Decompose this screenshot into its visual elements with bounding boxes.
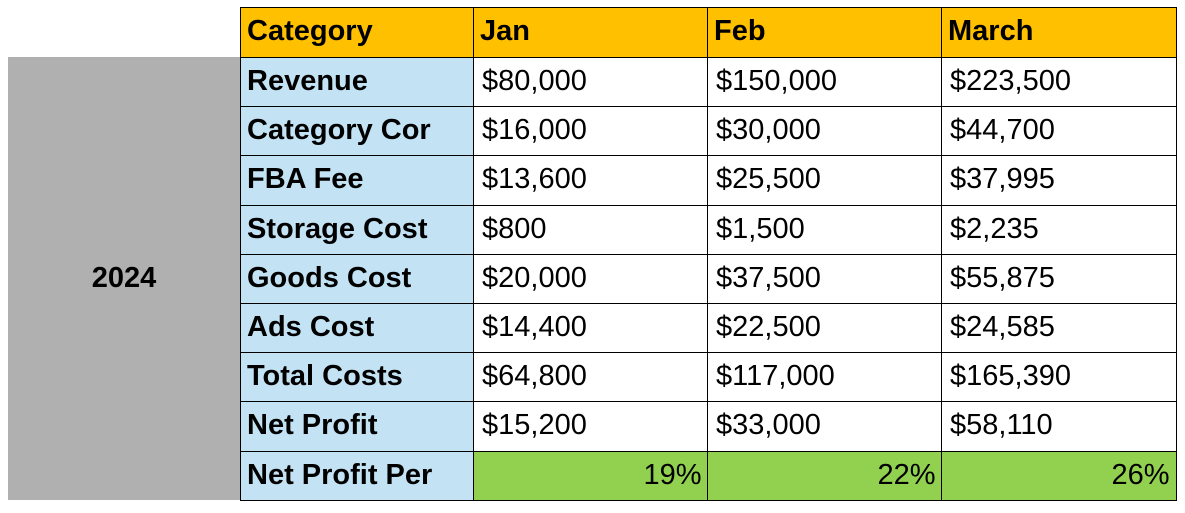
value-cell: $800	[473, 204, 709, 256]
value-cell: $58,110	[941, 401, 1177, 453]
value-cell: $33,000	[707, 401, 943, 453]
row-label: Net Profit Per	[240, 450, 475, 502]
value-cell: $64,800	[473, 352, 709, 403]
row-label: Net Profit	[240, 401, 475, 453]
value-cell: $13,600	[473, 155, 709, 207]
value-cell: $44,700	[941, 106, 1177, 157]
row-label: Category Cor	[240, 106, 475, 157]
value-cell: 19%	[473, 450, 709, 502]
value-cell: $1,500	[707, 204, 943, 256]
row-label: Revenue	[240, 57, 475, 108]
header-cell: Feb	[707, 7, 943, 59]
value-cell: $30,000	[707, 106, 943, 157]
value-cell: $14,400	[473, 303, 709, 354]
value-cell: $117,000	[707, 352, 943, 403]
row-label: Total Costs	[240, 352, 475, 403]
value-cell: $165,390	[941, 352, 1177, 403]
row-label: FBA Fee	[240, 155, 475, 207]
row-label: Storage Cost	[240, 204, 475, 256]
value-cell: 22%	[707, 450, 943, 502]
value-cell: $16,000	[473, 106, 709, 157]
value-cell: 26%	[941, 450, 1177, 502]
header-cell: Category	[240, 7, 475, 59]
value-cell: $223,500	[941, 57, 1177, 108]
row-label: Goods Cost	[240, 253, 475, 305]
header-cell: March	[941, 7, 1177, 59]
header-cell: Jan	[473, 7, 709, 59]
value-cell: $37,995	[941, 155, 1177, 207]
row-label: Ads Cost	[240, 303, 475, 354]
value-cell: $55,875	[941, 253, 1177, 305]
value-cell: $20,000	[473, 253, 709, 305]
value-cell: $15,200	[473, 401, 709, 453]
group-cell: 2024	[8, 57, 240, 500]
value-cell: $37,500	[707, 253, 943, 305]
value-cell: $150,000	[707, 57, 943, 108]
value-cell: $80,000	[473, 57, 709, 108]
value-cell: $24,585	[941, 303, 1177, 354]
value-cell: $22,500	[707, 303, 943, 354]
value-cell: $2,235	[941, 204, 1177, 256]
value-cell: $25,500	[707, 155, 943, 207]
